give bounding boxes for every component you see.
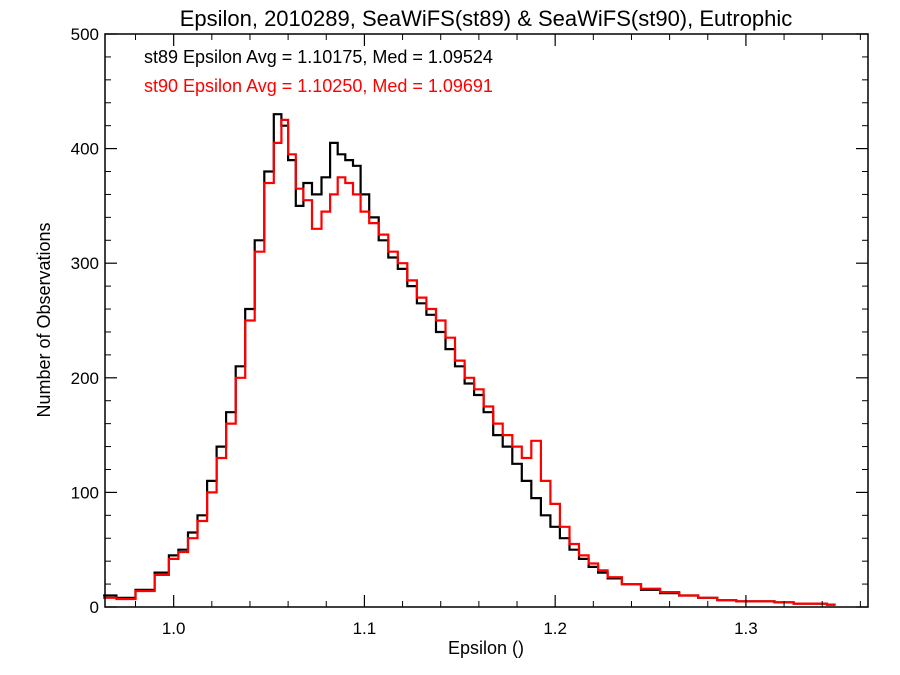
y-tick-label: 200 [71,369,99,388]
x-axis-label: Epsilon () [448,638,524,658]
y-axis-ticks: 0 100 200 300 400 500 [71,25,868,617]
y-tick-label: 300 [71,254,99,273]
x-tick-label: 1.1 [353,619,377,638]
x-tick-label: 1.3 [734,619,758,638]
y-axis-label: Number of Observations [34,222,54,417]
legend-annotation-st89: st89 Epsilon Avg = 1.10175, Med = 1.0952… [144,47,493,67]
y-tick-label: 100 [71,483,99,502]
x-axis-ticks: 1.0 1.1 1.2 1.3 [135,34,861,638]
y-tick-label: 500 [71,25,99,44]
legend-annotation-st90: st90 Epsilon Avg = 1.10250, Med = 1.0969… [144,76,493,96]
x-tick-label: 1.0 [162,619,186,638]
series-1-line [103,118,836,606]
chart-title: Epsilon, 2010289, SeaWiFS(st89) & SeaWiF… [180,6,793,31]
y-tick-label: 400 [71,140,99,159]
y-tick-label: 0 [90,598,99,617]
plot-frame [104,33,869,608]
series-layer [103,113,836,606]
x-tick-label: 1.2 [543,619,567,638]
